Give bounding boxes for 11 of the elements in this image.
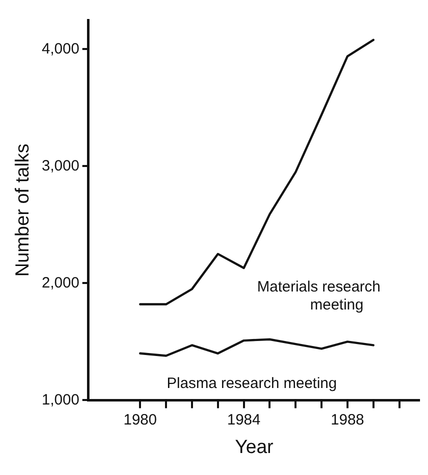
x-tick-label: 1980 [123,411,157,428]
y-tick-label: 2,000 [42,274,80,292]
x-tick-label: 1984 [227,411,260,428]
y-tick-label: 1,000 [42,391,80,408]
y-tick-label: 4,000 [42,40,80,58]
series-label: Materials research meeting [257,278,380,314]
y-tick-label: 3,000 [42,157,80,174]
series-label: Plasma research meeting [166,374,337,392]
x-tick-label: 1988 [330,411,364,428]
x-axis-title: Year [234,436,274,458]
y-axis-title: Number of talks [12,144,34,277]
